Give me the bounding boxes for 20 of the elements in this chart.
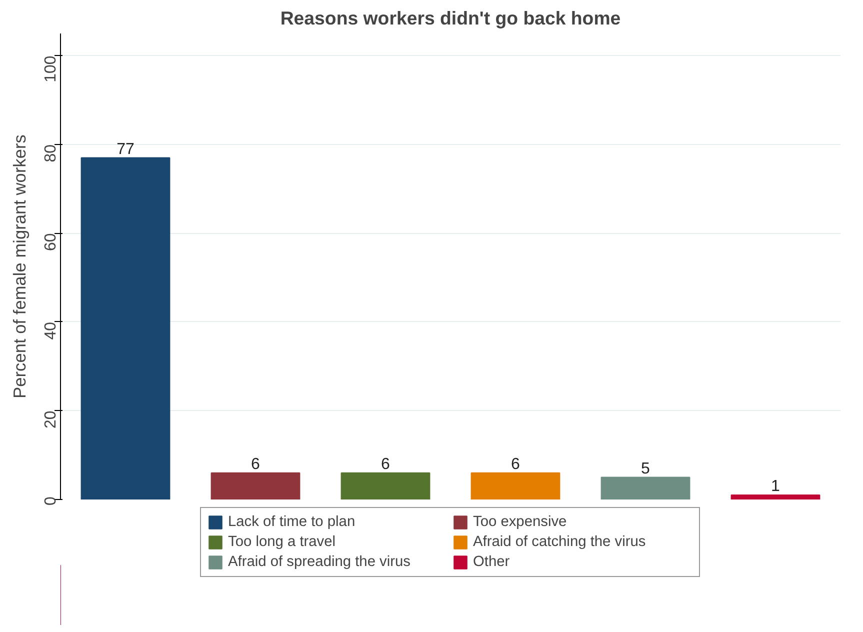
data-label: 1 [771,478,780,496]
data-label: 6 [511,456,520,473]
data-label: 77 [116,140,134,158]
legend-label: Afraid of catching the virus [473,534,647,550]
legend-label: Too expensive [473,514,568,530]
data-label: 6 [381,456,390,473]
y-axis-title: Percent of female migrant workers [10,134,30,398]
y-tick-label: 60 [42,233,60,252]
y-tick-label: 40 [42,322,60,340]
chart-title: Reasons workers didn't go back home [280,8,621,28]
legend-label: Lack of time to plan [228,514,356,530]
y-tick-label: 0 [42,496,60,506]
legend-label: Afraid of spreading the virus [228,554,412,570]
y-tick-label: 100 [42,56,60,82]
legend-label: Other [473,554,511,570]
y-tick-label: 80 [42,144,60,162]
legend-label: Too long a travel [228,534,337,550]
data-label: 5 [641,460,650,478]
y-tick-label: 20 [42,410,60,429]
data-label: 6 [251,456,260,473]
